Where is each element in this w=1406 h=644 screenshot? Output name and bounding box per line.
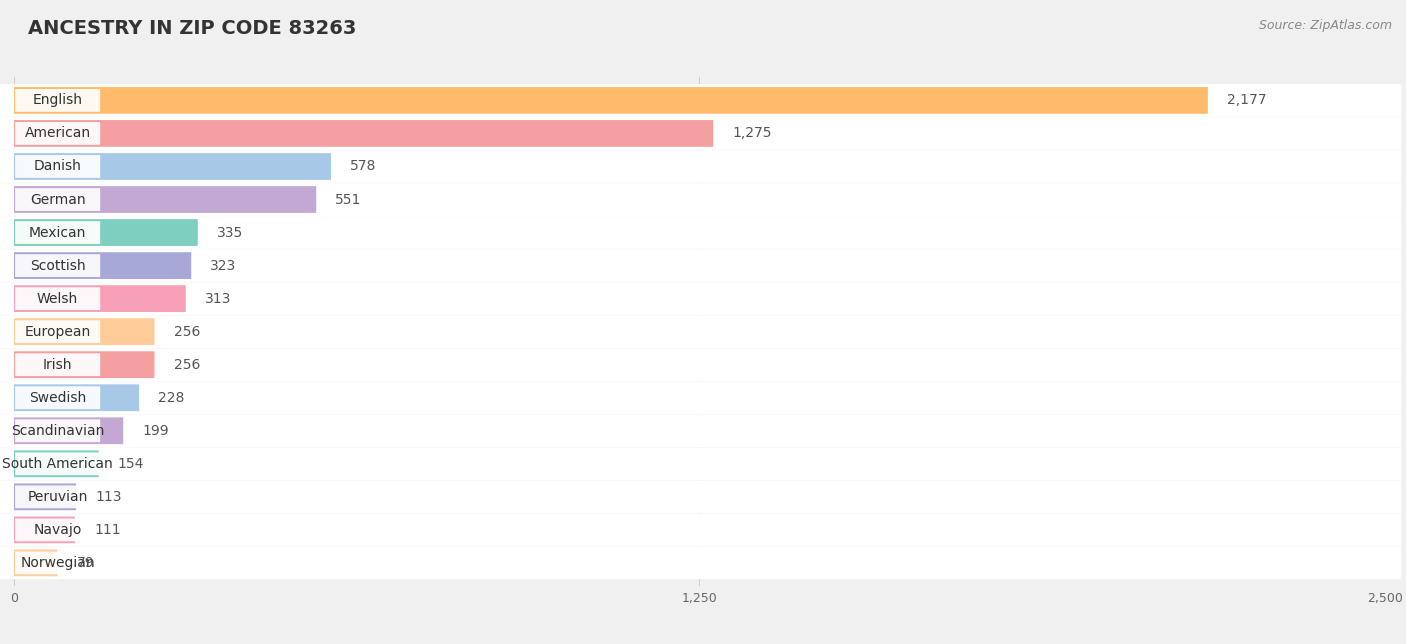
Text: Norwegian: Norwegian [20,556,96,570]
FancyBboxPatch shape [15,254,100,277]
FancyBboxPatch shape [14,252,191,279]
Text: 113: 113 [96,490,122,504]
FancyBboxPatch shape [0,249,1402,282]
FancyBboxPatch shape [14,417,124,444]
FancyBboxPatch shape [14,450,98,477]
Text: English: English [32,93,83,108]
FancyBboxPatch shape [0,513,1402,546]
FancyBboxPatch shape [15,518,100,541]
Text: 335: 335 [217,225,243,240]
Text: European: European [24,325,91,339]
FancyBboxPatch shape [15,320,100,343]
FancyBboxPatch shape [15,551,100,574]
Text: Source: ZipAtlas.com: Source: ZipAtlas.com [1258,19,1392,32]
Text: German: German [30,193,86,207]
FancyBboxPatch shape [15,354,100,376]
FancyBboxPatch shape [14,285,186,312]
FancyBboxPatch shape [15,89,100,112]
Text: 79: 79 [76,556,94,570]
FancyBboxPatch shape [15,386,100,409]
Text: American: American [24,126,91,140]
Text: 256: 256 [173,357,200,372]
FancyBboxPatch shape [15,221,100,244]
FancyBboxPatch shape [14,384,139,411]
FancyBboxPatch shape [0,150,1402,183]
FancyBboxPatch shape [14,153,330,180]
FancyBboxPatch shape [15,452,100,475]
Text: 2,177: 2,177 [1227,93,1267,108]
Text: 256: 256 [173,325,200,339]
FancyBboxPatch shape [0,480,1402,513]
FancyBboxPatch shape [0,316,1402,348]
Text: 154: 154 [118,457,143,471]
FancyBboxPatch shape [0,381,1402,414]
Text: 313: 313 [205,292,231,306]
FancyBboxPatch shape [15,287,100,310]
FancyBboxPatch shape [15,122,100,145]
FancyBboxPatch shape [0,183,1402,216]
Text: Scottish: Scottish [30,259,86,272]
FancyBboxPatch shape [15,188,100,211]
FancyBboxPatch shape [14,219,198,246]
Text: Scandinavian: Scandinavian [11,424,104,438]
Text: Mexican: Mexican [30,225,86,240]
FancyBboxPatch shape [14,120,713,147]
Text: Navajo: Navajo [34,523,82,537]
FancyBboxPatch shape [15,486,100,508]
Text: 228: 228 [159,391,184,404]
FancyBboxPatch shape [0,216,1402,249]
Text: 199: 199 [142,424,169,438]
FancyBboxPatch shape [0,348,1402,381]
FancyBboxPatch shape [14,87,1208,114]
FancyBboxPatch shape [0,282,1402,315]
FancyBboxPatch shape [0,415,1402,447]
FancyBboxPatch shape [14,516,75,544]
Text: 323: 323 [211,259,236,272]
FancyBboxPatch shape [0,117,1402,150]
Text: Danish: Danish [34,160,82,173]
FancyBboxPatch shape [0,448,1402,480]
FancyBboxPatch shape [15,419,100,442]
FancyBboxPatch shape [14,186,316,213]
Text: ANCESTRY IN ZIP CODE 83263: ANCESTRY IN ZIP CODE 83263 [28,19,357,39]
FancyBboxPatch shape [14,549,58,576]
Text: Swedish: Swedish [30,391,86,404]
Text: Welsh: Welsh [37,292,79,306]
Text: Irish: Irish [44,357,72,372]
Text: 111: 111 [94,523,121,537]
Text: 578: 578 [350,160,377,173]
FancyBboxPatch shape [14,318,155,345]
Text: 551: 551 [336,193,361,207]
FancyBboxPatch shape [14,352,155,378]
FancyBboxPatch shape [14,484,76,510]
Text: Peruvian: Peruvian [28,490,87,504]
FancyBboxPatch shape [0,84,1402,117]
FancyBboxPatch shape [0,547,1402,579]
Text: South American: South American [3,457,112,471]
FancyBboxPatch shape [15,155,100,178]
Text: 1,275: 1,275 [733,126,772,140]
